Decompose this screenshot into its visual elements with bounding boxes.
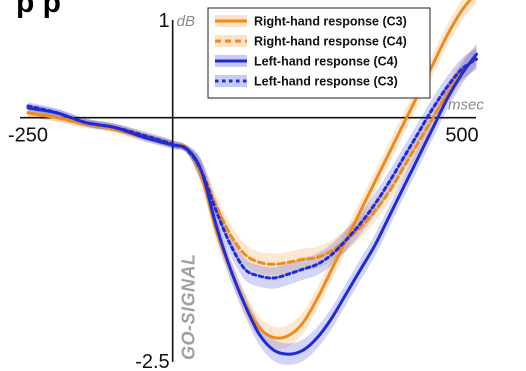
y-unit-label: dB xyxy=(177,13,195,30)
legend-entry-label: Right-hand response (C3) xyxy=(254,15,407,29)
series-line-left-hand-response-c3 xyxy=(26,57,478,280)
series-line-left-hand-response-c4 xyxy=(26,52,478,356)
x-unit-label: msec xyxy=(448,97,484,114)
legend-box xyxy=(207,7,431,99)
x-tick-label-left: -250 xyxy=(8,125,48,147)
band-left-hand-response-c3 xyxy=(28,48,477,289)
x-tick-label-right: 500 xyxy=(445,125,478,147)
y-tick-label-bottom: -2.5 xyxy=(135,351,169,371)
y-tick-label-top: 1 xyxy=(159,10,170,32)
legend: Right-hand response (C3) Right-hand respo… xyxy=(207,7,431,99)
legend-entry-label: Left-hand response (C3) xyxy=(254,75,398,89)
go-signal-label: GO-SIGNAL xyxy=(179,253,199,360)
series-lines xyxy=(26,0,478,356)
legend-entry-label: Left-hand response (C4) xyxy=(254,55,398,69)
series-line-right-hand-response-c4 xyxy=(26,55,478,266)
chart-title-fragment: p p xyxy=(16,0,61,19)
legend-entry-label: Right-hand response (C4) xyxy=(254,35,407,49)
